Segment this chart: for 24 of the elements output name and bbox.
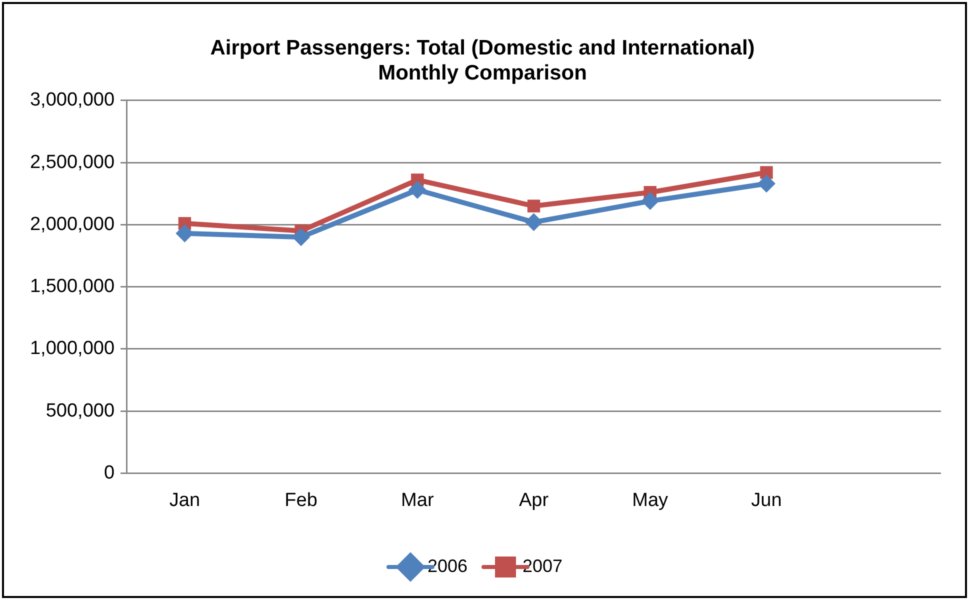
- text: Monthly Comparison: [378, 62, 587, 85]
- legend-label: 2007: [522, 556, 563, 576]
- y-tick-label: 500,000: [46, 400, 115, 422]
- y-tick-label: 2,000,000: [30, 214, 115, 235]
- point: [408, 180, 426, 199]
- x-tick-label: Mar: [401, 490, 434, 511]
- y-tick-label: 3,000,000: [30, 90, 115, 111]
- y-tick-label: 1,000,000: [30, 338, 115, 360]
- y-tick-label: 0: [104, 462, 115, 484]
- point: [757, 174, 776, 193]
- y-tick-label: 1,500,000: [30, 276, 115, 298]
- point: [292, 228, 310, 246]
- x-tick-label: May: [632, 490, 669, 511]
- x-tick-label: Jun: [751, 490, 782, 511]
- point: [176, 224, 194, 242]
- y-tick-label: 2,500,000: [30, 152, 115, 173]
- point: [524, 213, 543, 232]
- legend-label: 2006: [427, 556, 468, 576]
- point: [641, 192, 660, 210]
- text: Airport Passengers: Total (Domestic and International): [210, 36, 755, 60]
- x-tick-label: Jan: [169, 490, 200, 511]
- point: [527, 200, 540, 212]
- x-tick-label: Apr: [518, 490, 550, 511]
- x-tick-label: Feb: [284, 490, 318, 511]
